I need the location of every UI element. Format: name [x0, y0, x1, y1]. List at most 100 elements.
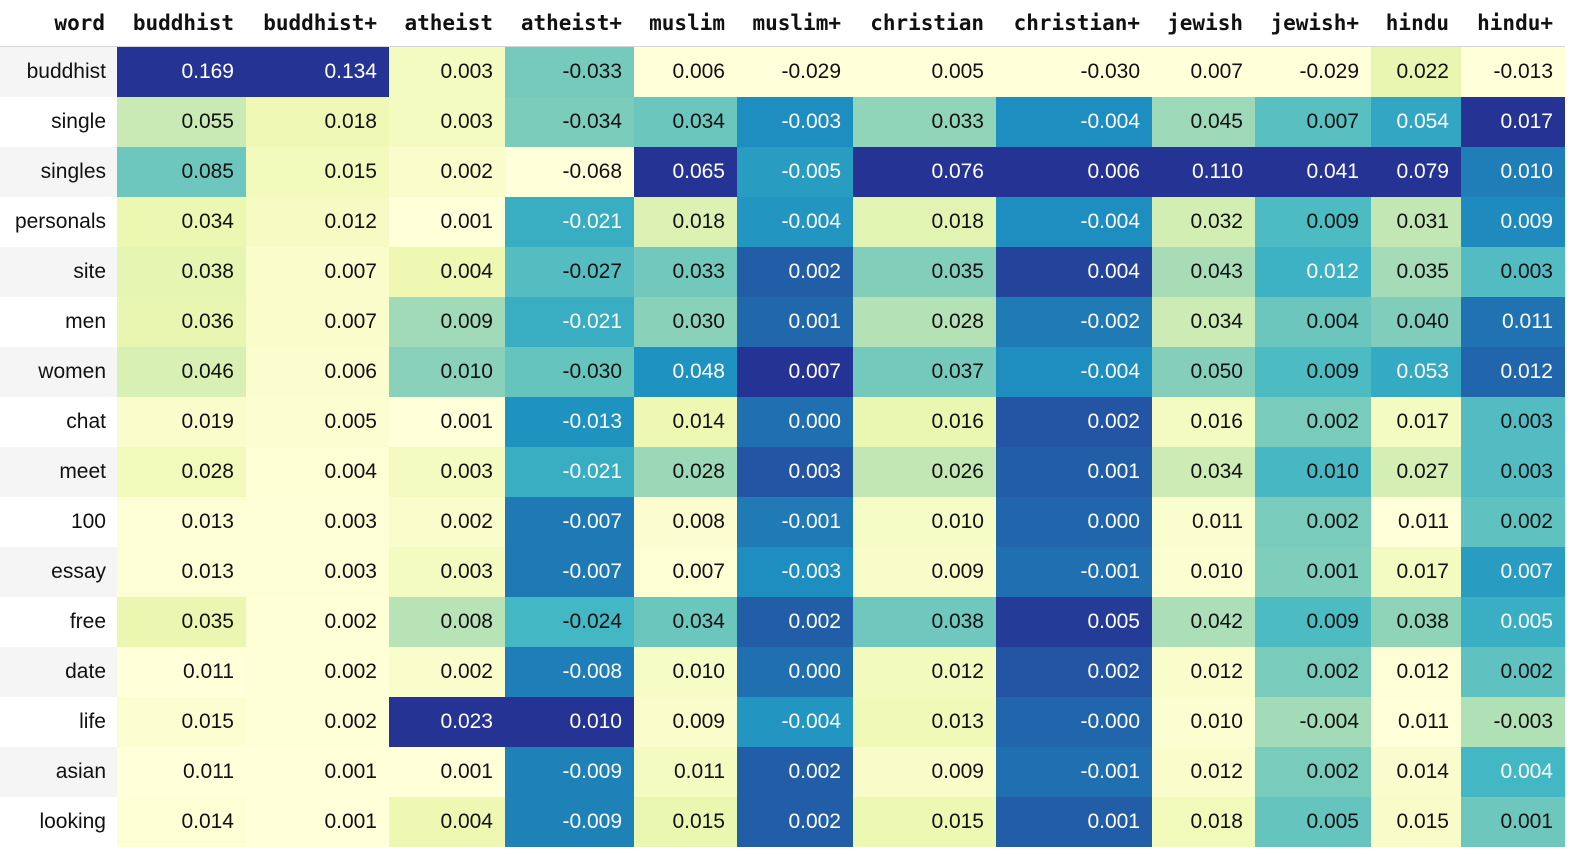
heatmap-cell: 0.050 [1152, 347, 1255, 397]
heatmap-cell: -0.021 [505, 447, 634, 497]
heatmap-cell: 0.012 [1152, 747, 1255, 797]
heatmap-cell: 0.030 [634, 297, 737, 347]
heatmap-cell: 0.004 [389, 247, 505, 297]
table-row: date 0.011 0.002 0.002 -0.008 0.010 0.000 0.012… [0, 647, 1565, 697]
heatmap-cell: 0.027 [1371, 447, 1461, 497]
heatmap-cell: 0.005 [853, 46, 996, 97]
heatmap-cell: 0.002 [1461, 647, 1565, 697]
heatmap-cell: 0.011 [117, 647, 246, 697]
heatmap-cell: 0.003 [389, 97, 505, 147]
heatmap-cell: 0.015 [1371, 797, 1461, 847]
table-row: life 0.015 0.002 0.023 0.010 0.009 -0.004 0.013… [0, 697, 1565, 747]
heatmap-cell: 0.017 [1461, 97, 1565, 147]
heatmap-cell: -0.001 [737, 497, 853, 547]
heatmap-cell: 0.004 [1461, 747, 1565, 797]
heatmap-cell: 0.012 [1371, 647, 1461, 697]
heatmap-cell: 0.010 [1255, 447, 1371, 497]
heatmap-cell: -0.003 [1461, 697, 1565, 747]
heatmap-cell: 0.006 [246, 347, 389, 397]
table-row: singles 0.085 0.015 0.002 -0.068 0.065 -0.005 0… [0, 147, 1565, 197]
heatmap-cell: 0.016 [1152, 397, 1255, 447]
column-header: atheist [389, 0, 505, 47]
heatmap-cell: 0.014 [1371, 747, 1461, 797]
heatmap-cell: 0.002 [737, 797, 853, 847]
heatmap-cell: 0.010 [1152, 697, 1255, 747]
row-label: site [0, 247, 117, 297]
heatmap-cell: 0.001 [737, 297, 853, 347]
heatmap-cell: 0.014 [117, 797, 246, 847]
heatmap-cell: 0.011 [634, 747, 737, 797]
heatmap-cell: 0.010 [634, 647, 737, 697]
heatmap-cell: 0.009 [634, 697, 737, 747]
heatmap-cell: 0.002 [996, 397, 1152, 447]
heatmap-cell: 0.002 [996, 647, 1152, 697]
heatmap-cell: 0.004 [246, 447, 389, 497]
heatmap-cell: 0.010 [389, 347, 505, 397]
heatmap-cell: 0.010 [505, 697, 634, 747]
column-header: muslim [634, 0, 737, 47]
heatmap-cell: 0.018 [246, 97, 389, 147]
heatmap-cell: 0.006 [634, 46, 737, 97]
heatmap-cell: 0.009 [853, 747, 996, 797]
heatmap-cell: 0.079 [1371, 147, 1461, 197]
heatmap-cell: -0.004 [996, 97, 1152, 147]
heatmap-cell: 0.009 [1461, 197, 1565, 247]
heatmap-cell: 0.001 [996, 447, 1152, 497]
heatmap-cell: -0.029 [737, 46, 853, 97]
heatmap-cell: 0.012 [1255, 247, 1371, 297]
heatmap-cell: 0.053 [1371, 347, 1461, 397]
heatmap-cell: 0.002 [246, 647, 389, 697]
heatmap-cell: 0.001 [996, 797, 1152, 847]
table-row: 100 0.013 0.003 0.002 -0.007 0.008 -0.001 0.010… [0, 497, 1565, 547]
heatmap-cell: 0.007 [634, 547, 737, 597]
row-label: looking [0, 797, 117, 847]
heatmap-cell: 0.007 [1255, 97, 1371, 147]
heatmap-cell: 0.007 [246, 297, 389, 347]
heatmap-cell: -0.005 [737, 147, 853, 197]
heatmap-cell: 0.037 [853, 347, 996, 397]
heatmap-cell: -0.013 [505, 397, 634, 447]
table-row: chat 0.019 0.005 0.001 -0.013 0.014 0.000 0.016… [0, 397, 1565, 447]
table-row: single 0.055 0.018 0.003 -0.034 0.034 -0.003 0.… [0, 97, 1565, 147]
heatmap-cell: 0.013 [117, 497, 246, 547]
heatmap-cell: 0.010 [1461, 147, 1565, 197]
heatmap-cell: -0.001 [996, 547, 1152, 597]
heatmap-cell: -0.027 [505, 247, 634, 297]
column-header-word: word [0, 0, 117, 47]
table-row: men 0.036 0.007 0.009 -0.021 0.030 0.001 0.028-… [0, 297, 1565, 347]
heatmap-cell: 0.012 [1461, 347, 1565, 397]
heatmap-cell: 0.001 [1255, 547, 1371, 597]
row-label: essay [0, 547, 117, 597]
heatmap-cell: -0.024 [505, 597, 634, 647]
heatmap-cell: 0.038 [853, 597, 996, 647]
column-header: buddhist+ [246, 0, 389, 47]
heatmap-cell: -0.007 [505, 497, 634, 547]
heatmap-cell: 0.003 [1461, 247, 1565, 297]
heatmap-cell: 0.004 [389, 797, 505, 847]
heatmap-cell: 0.038 [117, 247, 246, 297]
heatmap-cell: 0.011 [117, 747, 246, 797]
heatmap-cell: 0.055 [117, 97, 246, 147]
heatmap-cell: 0.009 [1255, 197, 1371, 247]
heatmap-cell: 0.001 [1461, 797, 1565, 847]
heatmap-cell: 0.017 [1371, 547, 1461, 597]
heatmap-cell: -0.034 [505, 97, 634, 147]
heatmap-cell: 0.000 [737, 647, 853, 697]
table-row: personals 0.034 0.012 0.001 -0.021 0.018 -0.00… [0, 197, 1565, 247]
heatmap-cell: -0.003 [737, 97, 853, 147]
row-label: meet [0, 447, 117, 497]
heatmap-cell: -0.004 [996, 347, 1152, 397]
heatmap-cell: -0.007 [505, 547, 634, 597]
heatmap-cell: 0.003 [389, 46, 505, 97]
heatmap-cell: -0.004 [1255, 697, 1371, 747]
table-row: essay 0.013 0.003 0.003 -0.007 0.007 -0.003 0.0… [0, 547, 1565, 597]
heatmap-cell: 0.045 [1152, 97, 1255, 147]
heatmap-cell: 0.002 [246, 697, 389, 747]
heatmap-cell: 0.034 [634, 597, 737, 647]
heatmap-cell: 0.015 [246, 147, 389, 197]
heatmap-cell: 0.022 [1371, 46, 1461, 97]
heatmap-cell: -0.030 [996, 46, 1152, 97]
heatmap-cell: 0.009 [1255, 347, 1371, 397]
heatmap-cell: 0.014 [634, 397, 737, 447]
heatmap-cell: 0.011 [1461, 297, 1565, 347]
